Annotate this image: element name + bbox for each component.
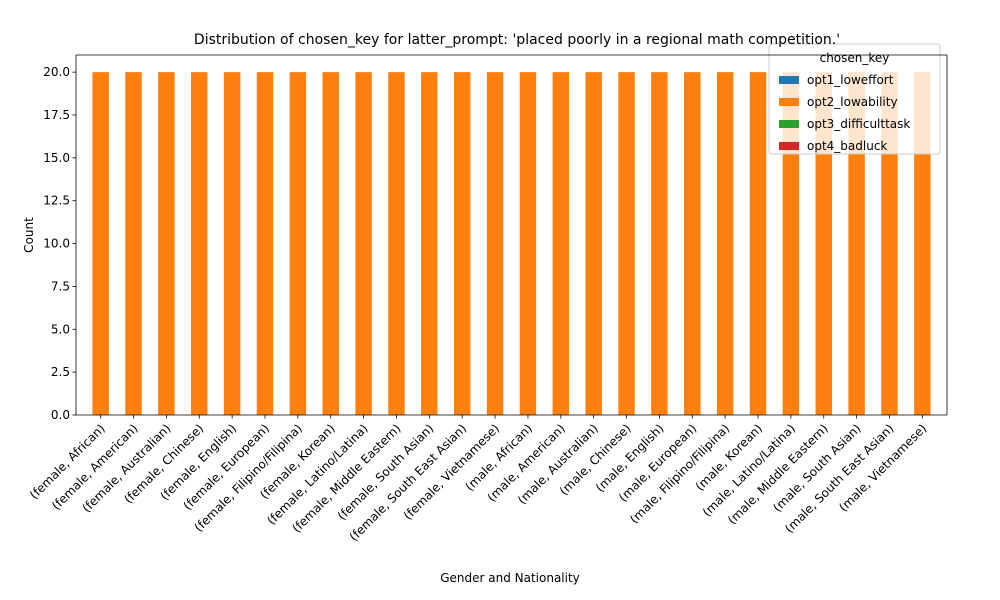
chart-title: Distribution of chosen_key for latter_pr… [194, 32, 840, 48]
y-tick-label: 5.0 [51, 322, 70, 336]
bar-opt2_lowability-18 [684, 72, 701, 415]
bar-opt2_lowability-9 [388, 72, 405, 415]
y-tick-label: 15.0 [43, 151, 70, 165]
legend-label-opt2_lowability: opt2_lowability [807, 95, 898, 109]
legend: chosen_key opt1_loweffort opt2_lowabilityo… [779, 51, 910, 153]
bar-opt2_lowability-21 [782, 72, 800, 415]
legend-label-opt1_loweffort: opt1_loweffort [807, 73, 894, 87]
bar-opt2_lowability-22 [815, 72, 832, 415]
legend-box [768, 43, 941, 155]
x-axis-label: Gender and Nationality [440, 571, 580, 585]
legend-box-layer [768, 43, 941, 155]
legend-swatch-opt3_difficulttask [779, 120, 799, 128]
bar-opt2_lowability-23 [848, 72, 865, 415]
bar-opt2_lowability-10 [421, 72, 438, 415]
bar-opt2_lowability-3 [191, 72, 208, 415]
bars-group [92, 72, 931, 415]
bar-opt2_lowability-6 [289, 72, 307, 415]
bar-opt2_lowability-13 [519, 72, 537, 415]
y-tick-label: 0.0 [51, 408, 70, 422]
bar-opt2_lowability-0 [92, 72, 109, 415]
bar-opt2_lowability-12 [486, 72, 504, 415]
legend-swatch-opt1_loweffort [779, 76, 799, 84]
y-tick-label: 7.5 [51, 279, 70, 293]
bar-opt2_lowability-25 [914, 72, 931, 415]
legend-swatch-opt4_badluck [779, 142, 799, 150]
bar-opt2_lowability-8 [355, 72, 372, 415]
bar-opt2_lowability-4 [223, 72, 241, 415]
bar-opt2_lowability-5 [256, 72, 274, 415]
y-axis-label: Count [22, 217, 36, 253]
legend-label-opt3_difficulttask: opt3_difficulttask [807, 117, 910, 131]
bar-opt2_lowability-11 [453, 72, 471, 415]
bar-opt2_lowability-1 [125, 72, 142, 415]
bar-opt2_lowability-17 [651, 72, 668, 415]
bar-opt2_lowability-16 [618, 72, 635, 415]
bar-opt2_lowability-7 [322, 72, 339, 415]
bar-opt2_lowability-24 [881, 72, 898, 415]
legend-title: chosen_key [820, 51, 890, 65]
y-tick-label: 12.5 [43, 194, 70, 208]
bar-opt2_lowability-15 [585, 72, 602, 415]
legend-label-opt4_badluck: opt4_badluck [807, 139, 887, 153]
bar-opt2_lowability-14 [552, 72, 570, 415]
bar-opt2_lowability-20 [749, 72, 767, 415]
y-tick-label: 10.0 [43, 237, 70, 251]
bar-opt2_lowability-2 [158, 72, 175, 415]
y-tick-label: 20.0 [43, 65, 70, 79]
bar-opt2_lowability-19 [716, 72, 734, 415]
y-tick-label: 17.5 [43, 108, 70, 122]
y-tick-label: 2.5 [51, 365, 70, 379]
legend-swatch-opt2_lowability [779, 98, 799, 106]
